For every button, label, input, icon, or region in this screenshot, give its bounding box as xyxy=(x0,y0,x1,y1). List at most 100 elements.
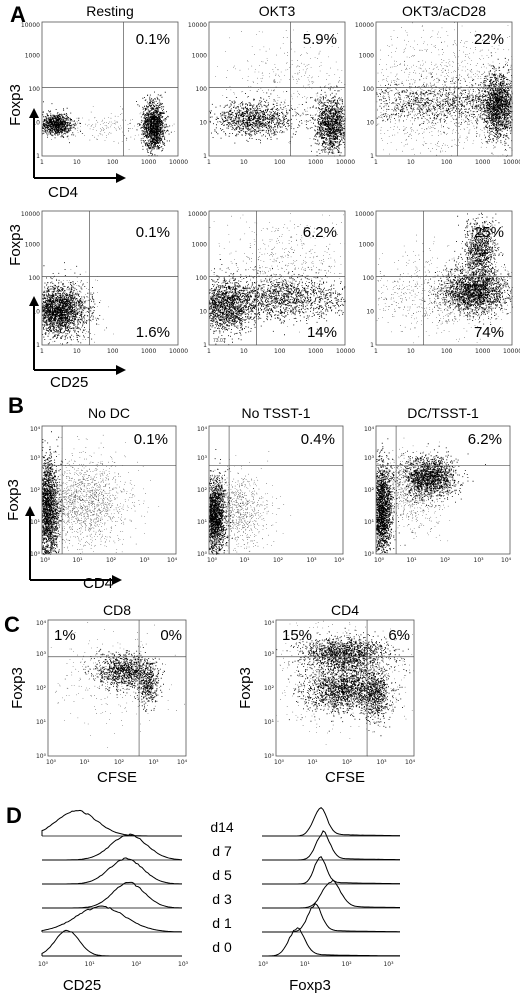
panel-a-row1-y-axis-label: Foxp3 xyxy=(7,84,24,126)
panel-d-day-label: d 7 xyxy=(212,843,232,859)
panel-a-row1-upper-right-percent: 0.1% xyxy=(136,31,170,48)
panel-a-row2-0-plot-frame xyxy=(41,210,179,346)
panel-c-1-y-tick-label: 10⁰ xyxy=(264,753,275,760)
panel-a-row1-title: Resting xyxy=(86,3,133,19)
panel-d-foxp3-histogram xyxy=(262,830,400,861)
panel-a-row2-2-x-tick-label: 100 xyxy=(441,348,453,355)
panel-a-row1-1-x-tick-label: 10000 xyxy=(336,159,355,166)
panel-b-1-x-tick-label: 10⁴ xyxy=(334,557,345,564)
panel-b-0-y-tick-label: 10² xyxy=(30,487,41,494)
panel-a-row2-lower-right-percent: 1.6% xyxy=(136,324,170,341)
panel-d-foxp3-histogram xyxy=(262,879,400,909)
panel-d-foxp3-histogram xyxy=(262,806,400,837)
panel-b-2-y-tick-label: 10⁰ xyxy=(364,551,375,558)
panel-b-1-y-tick-label: 10¹ xyxy=(197,519,208,526)
panel-b-2-x-tick-label: 10⁴ xyxy=(501,557,512,564)
panel-a-row1-2-y-tick-label: 10000 xyxy=(355,22,374,29)
panel-letter-c: C xyxy=(4,612,20,637)
panel-letter-a: A xyxy=(10,2,26,27)
panel-d-cd25-axis-label: CD25 xyxy=(63,977,101,994)
panel-c-0-y-tick-label: 10¹ xyxy=(36,719,47,726)
panel-a-row2-plot-note: 73.01 xyxy=(213,338,226,344)
panel-a-row2-1-x-tick-label: 1 xyxy=(207,348,211,355)
panel-c-title: CD8 xyxy=(103,602,131,618)
panel-d-foxp3-tick-label: 10³ xyxy=(383,961,394,968)
panel-a-row2-1-x-tick-label: 100 xyxy=(274,348,286,355)
panel-a-row1-title: OKT3/aCD28 xyxy=(402,3,486,19)
panel-a-row2-1-x-tick-label: 1000 xyxy=(308,348,323,355)
panel-b-title: No DC xyxy=(88,405,130,421)
panel-b-0-plot-frame xyxy=(41,425,177,555)
panel-c-1-y-tick-label: 10⁴ xyxy=(264,620,275,627)
panel-d-cd25-tick-label: 10⁰ xyxy=(38,961,49,968)
panel-a-row2-2-x-tick-label: 1 xyxy=(374,348,378,355)
panel-a-row2-0-y-tick-label: 10000 xyxy=(21,211,40,218)
panel-letter-d: D xyxy=(6,803,22,828)
panel-a-row2-2-plot-frame xyxy=(375,210,513,346)
panel-a-row1-1-x-tick-label: 100 xyxy=(274,159,286,166)
panel-a-row1-upper-right-percent: 5.9% xyxy=(303,31,337,48)
panel-b-2-y-tick-label: 10¹ xyxy=(364,519,375,526)
panel-b-0-y-tick-label: 10¹ xyxy=(30,519,41,526)
panel-a-row2-1-y-tick-label: 100 xyxy=(196,275,208,282)
panel-a-row2-upper-right-percent: 0.1% xyxy=(136,224,170,241)
panel-a-row1-1-y-tick-label: 1000 xyxy=(192,53,207,60)
panel-a-row2-lower-right-percent: 14% xyxy=(307,324,337,341)
panel-c-0-y-tick-label: 10⁴ xyxy=(36,620,47,627)
panel-c-0-x-tick-label: 10⁰ xyxy=(46,759,57,766)
panel-a-row2-2-x-tick-label: 10000 xyxy=(503,348,520,355)
panel-a-row1-0-y-tick-label: 1 xyxy=(36,153,40,160)
panel-c-title: CD4 xyxy=(331,602,359,618)
panel-b-upper-right-percent: 6.2% xyxy=(468,431,502,448)
panel-c-upper-right-percent: 6% xyxy=(388,627,410,644)
panel-a-row2-0-x-tick-label: 10 xyxy=(73,348,81,355)
panel-b-2-x-tick-label: 10⁰ xyxy=(374,557,385,564)
panel-d-day-label: d 1 xyxy=(212,915,232,931)
panel-d-day-label: d 5 xyxy=(212,867,232,883)
panel-a-row2-0-x-tick-label: 1 xyxy=(40,348,44,355)
panel-b-1-y-tick-label: 10⁰ xyxy=(197,551,208,558)
panel-d-foxp3-axis-label: Foxp3 xyxy=(289,977,331,994)
panel-a-row2-2-x-tick-label: 1000 xyxy=(475,348,490,355)
panel-a-row1-title: OKT3 xyxy=(259,3,296,19)
scatter-points-layer xyxy=(42,22,513,757)
panel-c-upper-left-percent: 1% xyxy=(54,627,76,644)
panel-a-row1-0-x-tick-label: 10 xyxy=(73,159,81,166)
panel-c-1-y-tick-label: 10² xyxy=(264,685,275,692)
panel-d-foxp3-tick-label: 10² xyxy=(342,961,353,968)
panel-a-row2-2-x-tick-label: 10 xyxy=(407,348,415,355)
panel-b-2-y-tick-label: 10⁴ xyxy=(364,426,375,433)
panel-b-title: DC/TSST-1 xyxy=(407,405,479,421)
panel-d-cd25-histogram xyxy=(41,929,182,957)
panel-a-row1-1-x-tick-label: 10 xyxy=(240,159,248,166)
panel-a-row2-upper-right-percent: 6.2% xyxy=(303,224,337,241)
panel-letter-b: B xyxy=(8,393,24,418)
panel-a-row1-2-y-tick-label: 100 xyxy=(363,86,375,93)
panel-a-row2-x-axis-label: CD25 xyxy=(50,374,88,391)
panel-b-2-x-tick-label: 10² xyxy=(440,557,451,564)
panel-b-1-plot-frame xyxy=(208,425,344,555)
panel-b-1-x-tick-label: 10⁰ xyxy=(207,557,218,564)
panel-a-row2-0-y-tick-label: 100 xyxy=(29,275,41,282)
panel-d-cd25-histogram xyxy=(42,833,183,861)
panel-d-day-label: d 3 xyxy=(212,891,232,907)
panel-b-title: No TSST-1 xyxy=(242,405,311,421)
panel-d-cd25-histogram xyxy=(42,857,182,885)
panel-c-y-axis-label: Foxp3 xyxy=(9,667,26,709)
panel-d-day-label: d 0 xyxy=(212,939,232,955)
panel-b-0-x-tick-label: 10² xyxy=(106,557,117,564)
panel-a-row2-0-y-tick-label: 10 xyxy=(32,309,40,316)
panel-b-1-y-tick-label: 10⁴ xyxy=(197,426,208,433)
panel-d-cd25-tick-label: 10³ xyxy=(178,961,189,968)
panel-c-0-y-tick-label: 10² xyxy=(36,685,47,692)
panel-d-foxp3-histogram xyxy=(262,902,400,933)
panel-c-1-x-tick-label: 10¹ xyxy=(308,759,319,766)
panel-b-2-x-tick-label: 10³ xyxy=(474,557,485,564)
panel-a-row1-0-x-tick-label: 1000 xyxy=(141,159,156,166)
panel-b-0-x-tick-label: 10³ xyxy=(140,557,151,564)
panel-c-0-y-tick-label: 10³ xyxy=(36,651,47,658)
panel-a-row2-0-x-tick-label: 1000 xyxy=(141,348,156,355)
panel-a-row2-2-y-tick-label: 10 xyxy=(366,309,374,316)
panel-b-upper-right-percent: 0.1% xyxy=(134,431,168,448)
